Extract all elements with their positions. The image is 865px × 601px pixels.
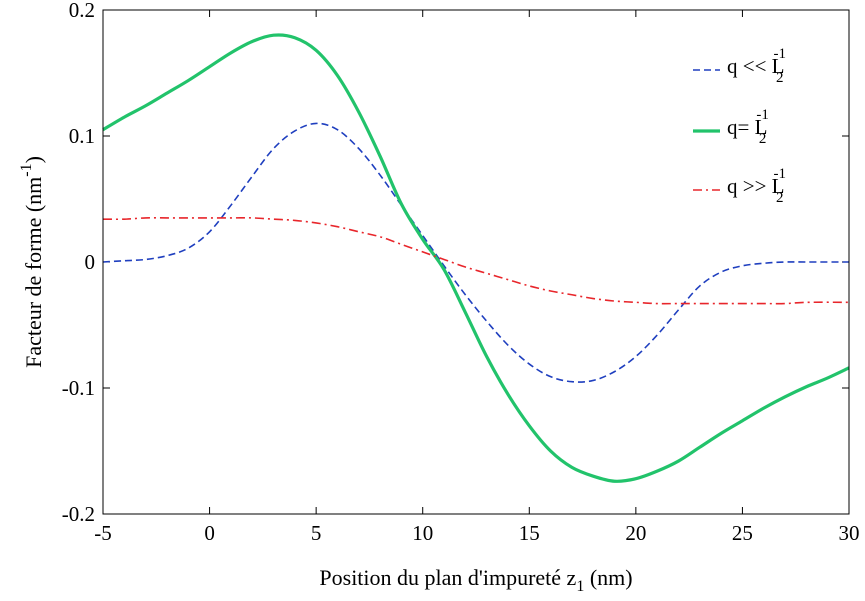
y-tick-label: 0.2 [69,0,95,22]
x-tick-label: 25 [732,521,753,545]
y-tick-label: -0.1 [62,376,95,400]
legend: q << L-1 2 q= L-1 2 q >> L-1 2 [693,46,786,206]
series-line-3 [102,217,850,305]
x-tick-label: 15 [519,521,540,545]
legend-label-3: q >> L-1 2 [727,166,786,206]
series-line-1 [102,122,849,383]
x-tick-label: 10 [412,521,433,545]
y-tick-label: -0.2 [62,502,95,526]
legend-label-2: q= L-1 2 [727,107,769,147]
x-axis-label: Position du plan d'impureté z1 (nm) [319,565,632,595]
x-tick-label: 5 [311,521,322,545]
x-tick-label: 30 [839,521,860,545]
x-tick-label: 20 [625,521,646,545]
y-tick-label: 0 [85,250,96,274]
plot-frame [102,9,850,515]
y-tick-label: 0.1 [69,124,95,148]
legend-label-1: q << L-1 2 [727,46,786,86]
x-tick-label: 0 [204,521,215,545]
x-tick-label: -5 [94,521,112,545]
y-axis-label: Facteur de forme (nm-1) [18,156,46,368]
plot-series [102,33,850,483]
series-line-2 [102,33,850,483]
axis-ticks: -5 0 5 10 15 20 25 30 -0.2 -0.1 0 0.1 0.2 [62,0,860,545]
